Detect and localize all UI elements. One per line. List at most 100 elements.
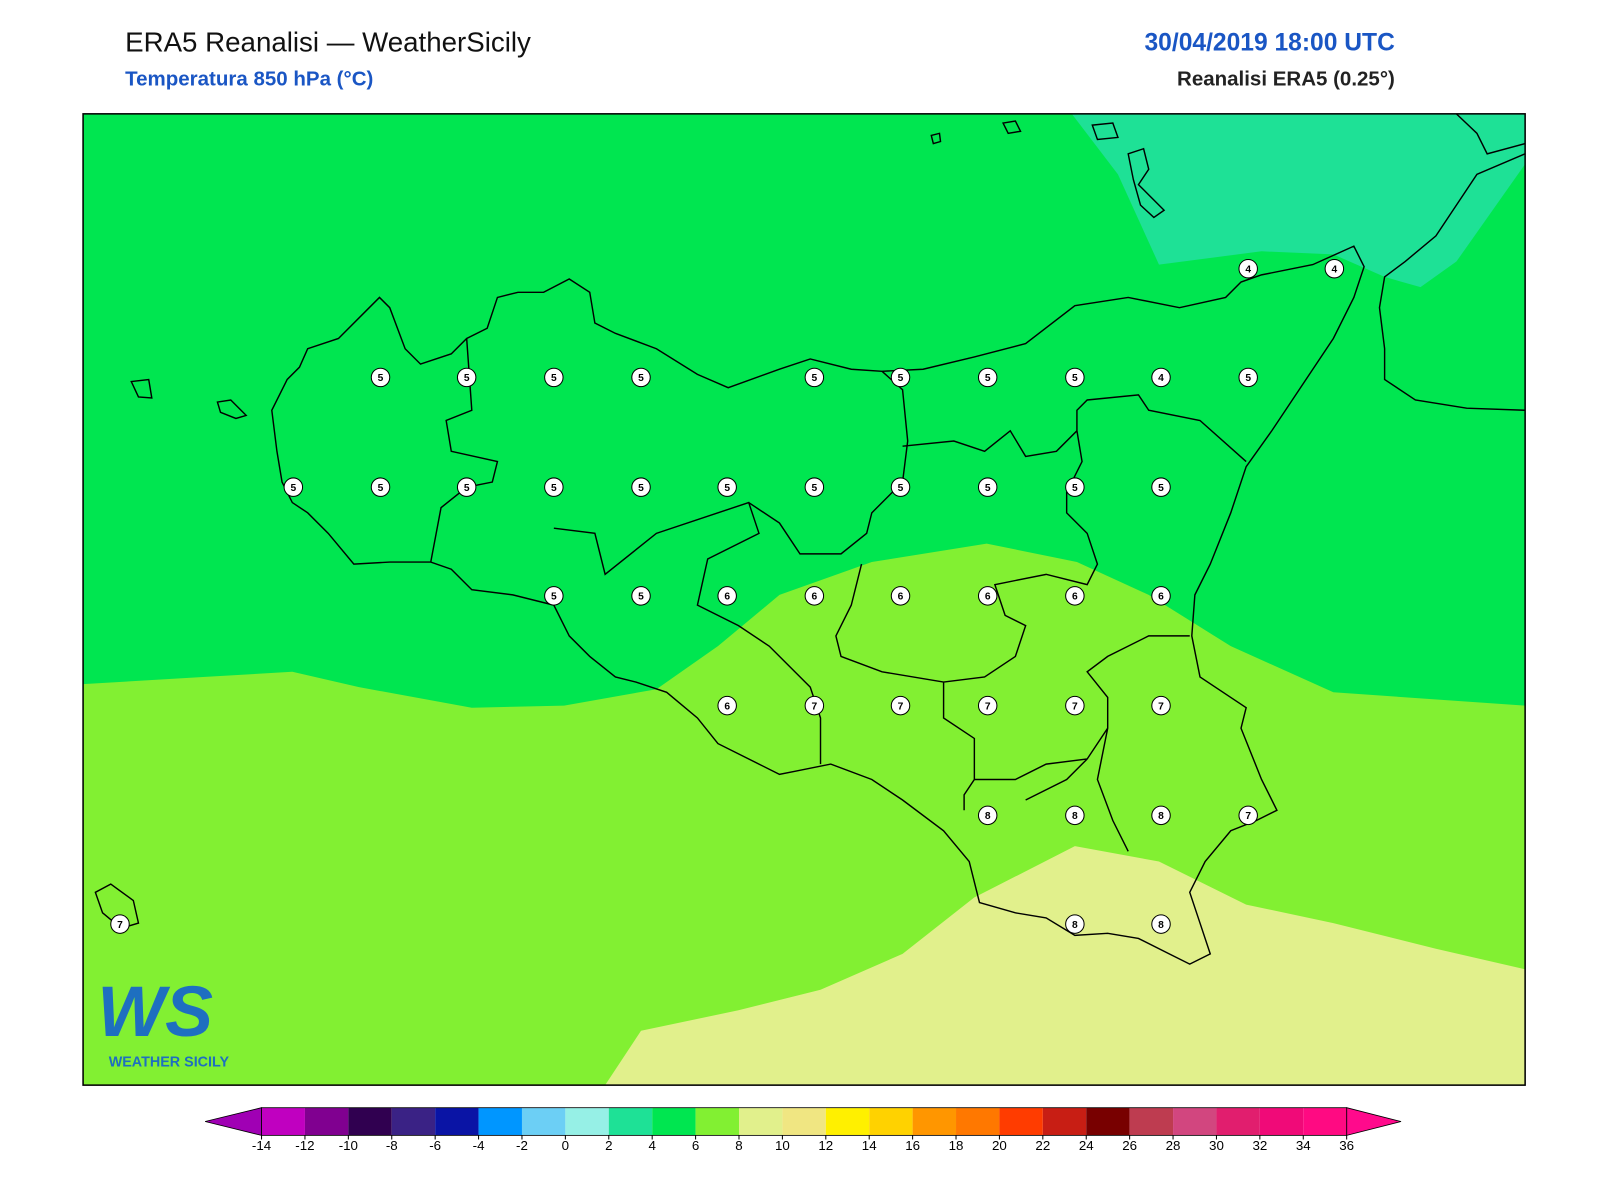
station-value: 7 bbox=[985, 701, 991, 712]
station-value: 5 bbox=[638, 483, 644, 494]
station-marker bbox=[1238, 367, 1258, 388]
station-value: 8 bbox=[1072, 920, 1078, 931]
station-marker bbox=[631, 586, 651, 606]
colorbar-tick-label: -2 bbox=[516, 1138, 528, 1153]
station-value: 5 bbox=[464, 373, 470, 384]
colorbar-segment bbox=[1259, 1107, 1304, 1136]
station-marker bbox=[890, 695, 911, 716]
station-value: 5 bbox=[812, 483, 818, 494]
colorbar-segment bbox=[695, 1107, 739, 1136]
station-marker bbox=[890, 367, 911, 388]
station-value: 7 bbox=[1245, 811, 1251, 822]
station-value: 5 bbox=[898, 373, 904, 384]
station-marker bbox=[456, 477, 477, 497]
calabria-coast bbox=[1378, 113, 1526, 411]
logo-mark: WS bbox=[97, 972, 213, 1052]
station-marker bbox=[370, 477, 391, 497]
colorbar-tick-label: 8 bbox=[735, 1138, 742, 1153]
station-value: 5 bbox=[724, 483, 730, 494]
station-value: 5 bbox=[378, 373, 384, 384]
station-value: 8 bbox=[1158, 811, 1164, 822]
station-value: 5 bbox=[1072, 373, 1078, 384]
station-marker bbox=[717, 695, 737, 716]
province-borders bbox=[430, 338, 1247, 852]
colorbar-tick-label: -4 bbox=[473, 1138, 485, 1153]
logo-caption: WEATHER SICILY bbox=[109, 1055, 230, 1071]
colorbar-tick-label: -6 bbox=[429, 1138, 441, 1153]
colorbar-tick-label: 32 bbox=[1252, 1138, 1267, 1153]
station-marker bbox=[804, 367, 825, 388]
station-value: 5 bbox=[290, 483, 296, 494]
colorbar-tick-label: 36 bbox=[1339, 1138, 1354, 1153]
colorbar-segment bbox=[565, 1107, 609, 1136]
colorbar: -14 -12 -10 -8 -6 -4 -2 0 2 4 6 8 10 12 14 16 18 20 22 24 26… bbox=[205, 1107, 1402, 1153]
station-value: 7 bbox=[1158, 701, 1164, 712]
colorbar-tick-label: 22 bbox=[1035, 1138, 1050, 1153]
colorbar-tick-label: 16 bbox=[905, 1138, 920, 1153]
colorbar-tick-label: 20 bbox=[992, 1138, 1007, 1153]
station-value: 5 bbox=[985, 483, 991, 494]
station-value: 4 bbox=[1158, 373, 1164, 384]
map-frame bbox=[82, 113, 1526, 1086]
colorbar-tick-label: 30 bbox=[1209, 1138, 1224, 1153]
colorbar-segment bbox=[261, 1107, 305, 1136]
colorbar-segment bbox=[608, 1107, 653, 1136]
station-marker bbox=[1065, 477, 1085, 497]
colorbar-tick-label: -14 bbox=[252, 1138, 272, 1153]
colorbar-tick-label: 2 bbox=[605, 1138, 612, 1153]
station-marker bbox=[977, 477, 998, 497]
colorbar-tick-label: 10 bbox=[775, 1138, 790, 1153]
station-value: 6 bbox=[812, 592, 818, 603]
station-value: 5 bbox=[985, 373, 991, 384]
coastline bbox=[271, 245, 1365, 965]
colorbar-segment bbox=[478, 1107, 522, 1136]
colorbar-tick-label: 24 bbox=[1079, 1138, 1094, 1153]
station-marker bbox=[1151, 477, 1171, 497]
colorbar-segment bbox=[304, 1107, 349, 1136]
station-marker bbox=[1151, 805, 1171, 826]
station-value: 6 bbox=[985, 592, 991, 603]
station-marker bbox=[977, 367, 998, 388]
source: Reanalisi ERA5 (0.25°) bbox=[1177, 67, 1395, 90]
station-value: 5 bbox=[1072, 483, 1078, 494]
station-marker bbox=[1065, 805, 1085, 826]
colorbar-tick-label: 4 bbox=[648, 1138, 656, 1153]
date: 30/04/2019 18:00 UTC bbox=[1144, 30, 1395, 57]
subtitle: Temperatura 850 hPa (°C) bbox=[125, 67, 373, 90]
station-value: 5 bbox=[1245, 373, 1251, 384]
station-value: 6 bbox=[1072, 592, 1078, 603]
colorbar-segment bbox=[738, 1107, 783, 1136]
station-marker bbox=[717, 477, 737, 497]
station-marker bbox=[544, 477, 564, 497]
station-value: 4 bbox=[1245, 264, 1251, 275]
field-2-4 bbox=[1071, 113, 1526, 288]
station-value: 8 bbox=[1072, 811, 1078, 822]
station-marker bbox=[1065, 914, 1085, 934]
station-value: 8 bbox=[1158, 920, 1164, 931]
colorbar-tick-label: 12 bbox=[818, 1138, 833, 1153]
station-marker bbox=[283, 477, 304, 497]
station-marker bbox=[1065, 586, 1085, 606]
station-marker bbox=[1151, 695, 1171, 716]
station-value: 7 bbox=[898, 701, 904, 712]
station-marker bbox=[1151, 914, 1171, 934]
islands bbox=[94, 120, 1166, 930]
logo: WS WEATHER SICILY bbox=[97, 972, 229, 1071]
station-marker bbox=[1065, 695, 1085, 716]
colorbar-frame bbox=[261, 1107, 1348, 1136]
title: ERA5 Reanalisi — WeatherSicily bbox=[125, 26, 531, 57]
station-marker bbox=[1238, 258, 1258, 279]
station-value: 5 bbox=[551, 373, 557, 384]
colorbar-segment bbox=[782, 1107, 826, 1136]
colorbar-tick-label: 18 bbox=[949, 1138, 964, 1153]
station-marker bbox=[456, 367, 477, 388]
station-value: 5 bbox=[638, 373, 644, 384]
colorbar-tick-label: 34 bbox=[1296, 1138, 1311, 1153]
station-value: 6 bbox=[1158, 592, 1164, 603]
colorbar-tick-label: 0 bbox=[562, 1138, 569, 1153]
station-value: 5 bbox=[551, 592, 557, 603]
station-marker bbox=[804, 695, 825, 716]
colorbar-segment bbox=[956, 1107, 1000, 1136]
